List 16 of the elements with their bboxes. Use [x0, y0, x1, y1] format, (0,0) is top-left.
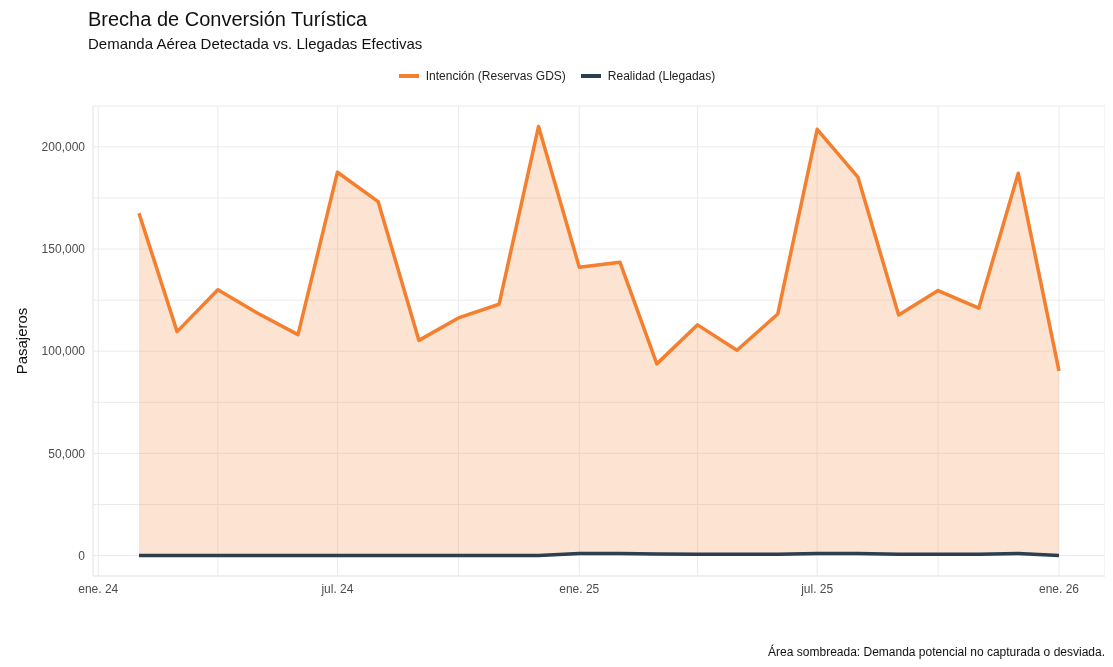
legend-label: Intención (Reservas GDS): [425, 69, 566, 83]
x-tick-label: ene. 24: [78, 581, 119, 596]
x-tick-label: ene. 26: [1038, 581, 1080, 596]
y-tick-label: 50,000: [48, 446, 86, 461]
y-axis-title: Pasajeros: [13, 307, 31, 375]
x-tick-label: jul. 25: [800, 581, 834, 596]
y-tick-label: 100,000: [41, 344, 86, 359]
y-tick-label: 200,000: [41, 140, 86, 155]
x-tick-label: ene. 25: [559, 581, 600, 596]
chart-subtitle: Demanda Aérea Detectada vs. Llegadas Efectivas: [88, 35, 424, 52]
chart-title: Brecha de Conversión Turística: [88, 8, 369, 31]
x-tick-label: jul. 24: [320, 581, 354, 596]
text: Área sombreada: Demanda potencial no capturada o desviada.: [768, 645, 1105, 659]
y-tick-label: 150,000: [41, 242, 86, 257]
y-tick-label: 0: [78, 548, 86, 563]
legend-label: Realidad (Llegadas): [607, 69, 716, 83]
